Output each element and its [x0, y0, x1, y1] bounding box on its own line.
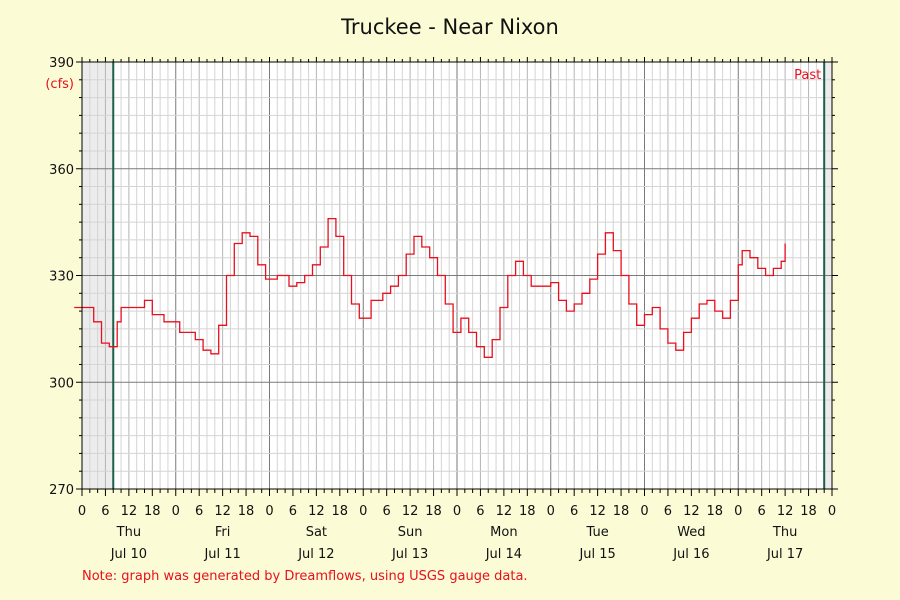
x-day-label: Fri — [215, 525, 231, 540]
footer-note: Note: graph was generated by Dreamflows,… — [82, 569, 528, 584]
x-tick-label: 0 — [78, 504, 86, 519]
x-tick-label: 0 — [640, 504, 648, 519]
y-axis-unit: (cfs) — [45, 77, 74, 92]
x-tick-label: 0 — [172, 504, 180, 519]
x-date-label: Jul 14 — [485, 547, 522, 562]
x-tick-label: 18 — [425, 504, 442, 519]
y-tick-label: 330 — [49, 270, 74, 285]
y-tick-label: 270 — [49, 483, 74, 498]
x-day-label: Wed — [677, 525, 705, 540]
x-tick-label: 12 — [402, 504, 419, 519]
x-day-label: Sat — [306, 525, 327, 540]
x-day-label: Mon — [490, 525, 517, 540]
range-markers — [112, 62, 826, 489]
x-tick-label: 12 — [214, 504, 231, 519]
past-label: Past — [794, 68, 821, 83]
x-day-label: Thu — [116, 525, 141, 540]
y-tick-label: 360 — [49, 163, 74, 178]
x-tick-label: 6 — [476, 504, 484, 519]
x-tick-label: 12 — [496, 504, 513, 519]
x-tick-label: 6 — [664, 504, 672, 519]
x-tick-label: 0 — [453, 504, 461, 519]
x-tick-label: 18 — [707, 504, 724, 519]
x-day-label: Tue — [586, 525, 609, 540]
y-tick-label: 300 — [49, 376, 74, 391]
x-date-label: Jul 13 — [391, 547, 428, 562]
x-date-label: Jul 11 — [203, 547, 240, 562]
x-tick-label: 6 — [289, 504, 297, 519]
x-tick-label: 6 — [383, 504, 391, 519]
x-date-label: Jul 16 — [672, 547, 709, 562]
x-tick-label: 18 — [332, 504, 349, 519]
x-tick-label: 18 — [519, 504, 536, 519]
x-tick-label: 12 — [308, 504, 325, 519]
x-date-label: Jul 10 — [110, 547, 147, 562]
x-tick-label: 6 — [101, 504, 109, 519]
x-tick-label: 6 — [758, 504, 766, 519]
y-tick-label: 390 — [49, 56, 74, 71]
x-tick-label: 0 — [359, 504, 367, 519]
x-date-label: Jul 15 — [578, 547, 615, 562]
x-tick-label: 12 — [121, 504, 138, 519]
x-date-label: Jul 17 — [766, 547, 803, 562]
x-tick-label: 12 — [589, 504, 606, 519]
x-tick-label: 0 — [734, 504, 742, 519]
x-tick-label: 0 — [547, 504, 555, 519]
flow-series-line — [74, 217, 786, 358]
x-tick-label: 12 — [683, 504, 700, 519]
x-tick-label: 0 — [828, 504, 836, 519]
x-tick-label: 6 — [195, 504, 203, 519]
x-tick-label: 18 — [144, 504, 161, 519]
x-date-label: Jul 12 — [297, 547, 334, 562]
x-tick-label: 18 — [238, 504, 255, 519]
x-tick-label: 6 — [570, 504, 578, 519]
x-tick-label: 18 — [800, 504, 817, 519]
x-tick-label: 18 — [613, 504, 630, 519]
x-tick-label: 12 — [777, 504, 794, 519]
chart-title: Truckee - Near Nixon — [340, 15, 559, 39]
x-day-label: Sun — [398, 525, 423, 540]
x-day-label: Thu — [772, 525, 797, 540]
x-tick-label: 0 — [265, 504, 273, 519]
